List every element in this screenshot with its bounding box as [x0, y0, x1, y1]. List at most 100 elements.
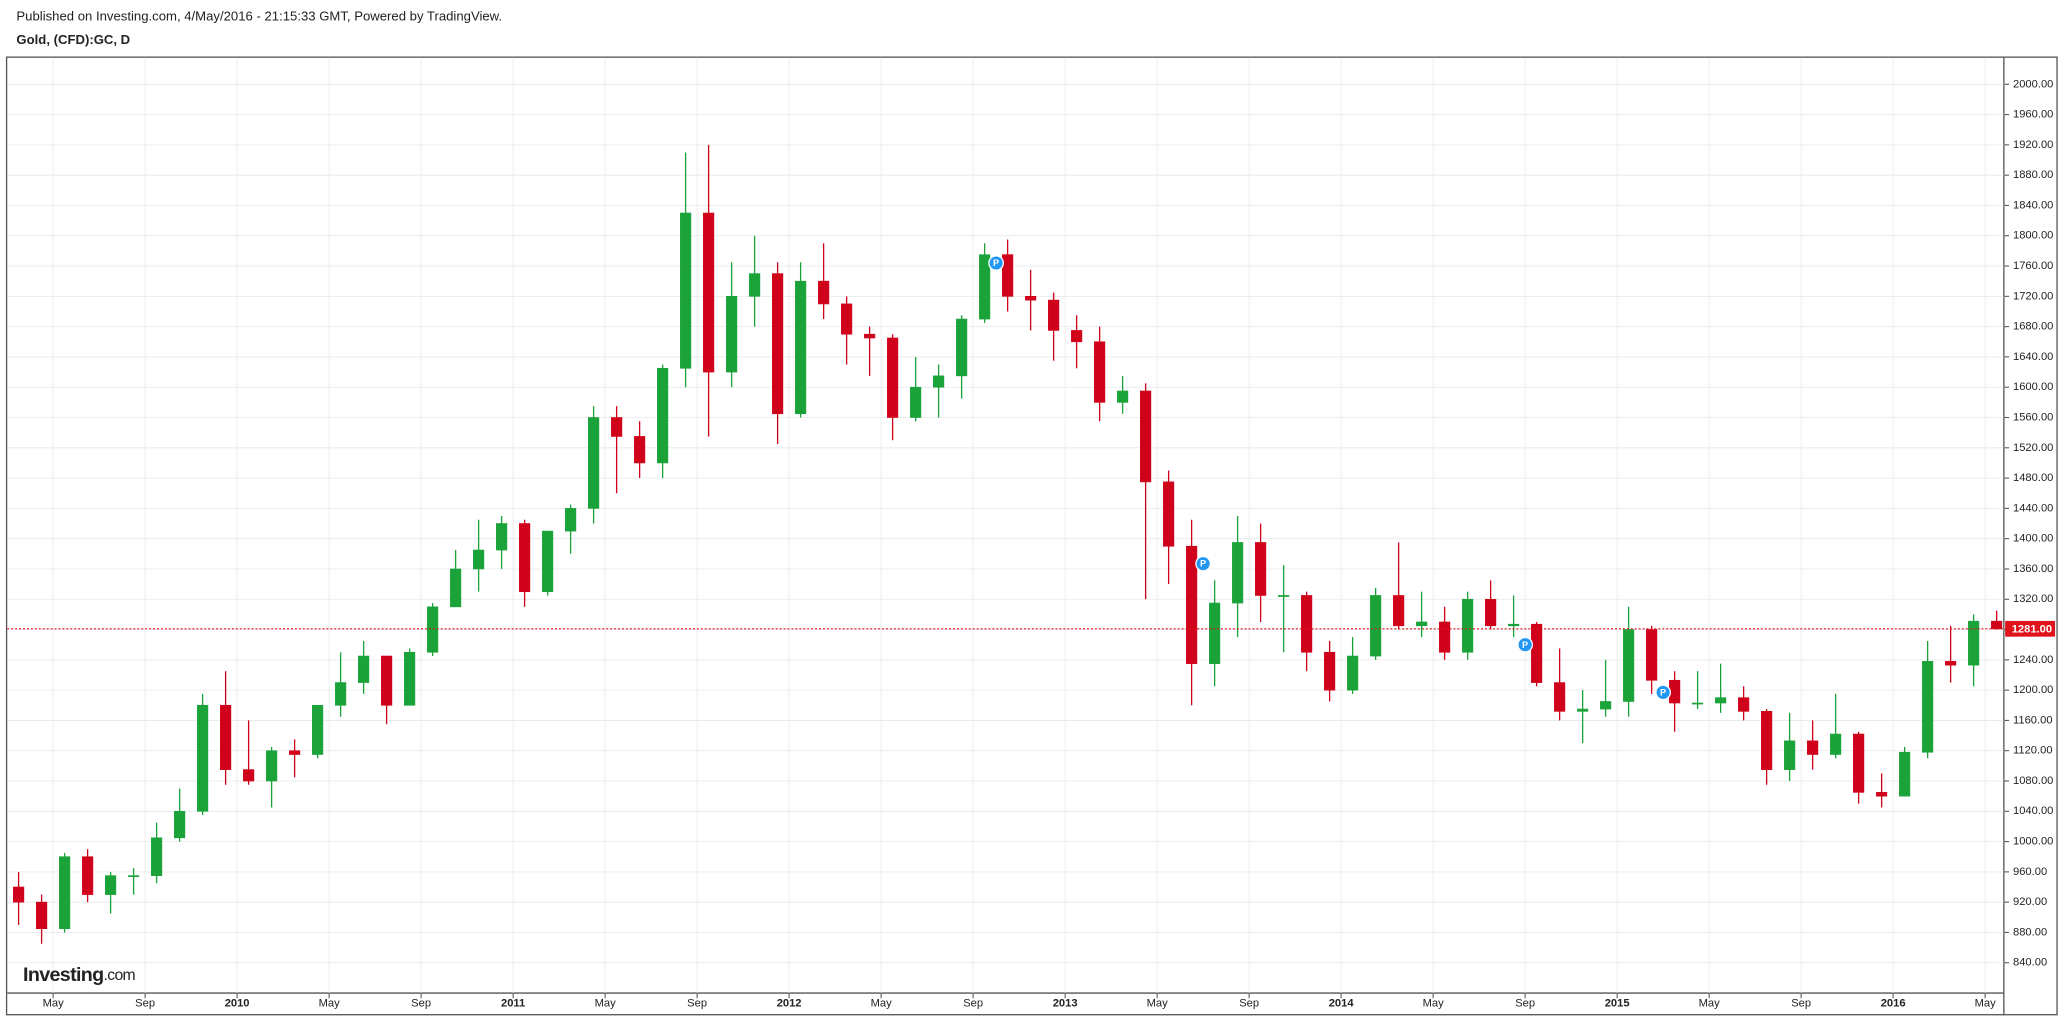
marker-label: P [993, 258, 999, 268]
marker-label: P [1660, 687, 1666, 697]
x-tick-label: Sep [687, 998, 707, 1010]
x-tick-label: Sep [1791, 998, 1811, 1010]
candle-body [128, 875, 140, 878]
y-tick-label: 1960.00 [2013, 109, 2053, 121]
x-tick-label: 2016 [1881, 998, 1906, 1010]
y-tick-label: 1320.00 [2013, 593, 2053, 605]
published-note: Published on Investing.com, 4/May/2016 -… [16, 9, 502, 24]
candle-body [220, 704, 232, 770]
x-tick-label: 2010 [225, 998, 250, 1010]
candle-body [680, 212, 692, 369]
candle-body [1508, 623, 1520, 627]
candle-body [13, 886, 25, 903]
marker-label: P [1522, 640, 1528, 650]
y-tick-label: 1680.00 [2013, 321, 2053, 333]
candle-body [979, 254, 991, 320]
candle-body [726, 296, 738, 373]
candle-body [1531, 623, 1543, 683]
y-tick-label: 1880.00 [2013, 169, 2053, 181]
y-tick-label: 1600.00 [2013, 381, 2053, 393]
candle-body [496, 523, 508, 551]
x-tick-label: 2013 [1053, 998, 1078, 1010]
candle-body [59, 856, 71, 930]
candle-body [1991, 620, 2003, 630]
candle-body [542, 530, 554, 593]
overlay: 1281.00 P P P P [7, 255, 2056, 701]
candle-body [657, 367, 669, 464]
y-tick-label: 1240.00 [2013, 654, 2053, 666]
y-tick-label: 1000.00 [2013, 836, 2053, 848]
y-tick-label: 1400.00 [2013, 533, 2053, 545]
candle-body [1922, 661, 1934, 753]
marker [1655, 684, 1672, 701]
candle-body [1163, 481, 1175, 547]
y-tick-label: 1160.00 [2013, 714, 2053, 726]
candle-body [1830, 733, 1842, 755]
candle-body [36, 901, 48, 930]
y-tick-label: 1080.00 [2013, 775, 2053, 787]
y-tick-label: 1760.00 [2013, 260, 2053, 272]
candle-body [634, 436, 646, 464]
candle-body [197, 704, 209, 812]
candle-body [1968, 620, 1980, 666]
y-tick-label: 1360.00 [2013, 563, 2053, 575]
y-tick-label: 960.00 [2013, 866, 2047, 878]
candle-body [818, 280, 830, 305]
candle-body [841, 303, 853, 335]
candle-body [1393, 595, 1405, 627]
chart-title: Gold, (CFD):GC, D [16, 32, 130, 47]
x-tick-label: 2015 [1605, 998, 1630, 1010]
candle-body [358, 655, 370, 683]
candle-body [864, 333, 876, 339]
candle-body [1439, 621, 1451, 653]
candle-body [1370, 595, 1382, 657]
candle-body [335, 682, 347, 706]
x-tick-label: 2011 [501, 998, 525, 1010]
candle-body [956, 318, 968, 377]
x-tick-label: Sep [1515, 998, 1535, 1010]
candle-body [312, 704, 324, 755]
logo: Investing.com [23, 964, 136, 986]
candle-body [749, 273, 761, 297]
x-tick-label: 2012 [777, 998, 802, 1010]
candle-body [450, 568, 462, 608]
candle-body [1761, 711, 1773, 770]
candle-body [243, 769, 255, 782]
candle-body [1692, 702, 1704, 705]
candle-body [404, 651, 416, 706]
candle-body [887, 337, 899, 418]
candle-body [519, 523, 531, 593]
candle-body [1301, 595, 1313, 653]
candle-body [1117, 390, 1129, 403]
candle-body [933, 375, 945, 388]
last-price-label: 1281.00 [2012, 623, 2052, 635]
candle-body [1715, 697, 1727, 704]
candle-body [1945, 661, 1957, 666]
y-tick-label: 1200.00 [2013, 684, 2053, 696]
x-tick-label: Sep [1239, 998, 1259, 1010]
y-tick-label: 840.00 [2013, 957, 2047, 969]
candle-body [1278, 595, 1290, 597]
candle-body [427, 606, 439, 653]
candle-body [1784, 740, 1796, 770]
x-tick-label: Sep [411, 998, 431, 1010]
candle-body [1324, 651, 1336, 691]
x-tick-label: Sep [963, 998, 983, 1010]
x-tick-label: May [1147, 998, 1168, 1010]
y-tick-label: 1040.00 [2013, 805, 2053, 817]
candle-body [611, 417, 623, 437]
y-tick-label: 1520.00 [2013, 442, 2053, 454]
x-tick-label: May [1423, 998, 1444, 1010]
candle-body [588, 417, 600, 509]
candle-body [381, 655, 393, 706]
y-tick-label: 1720.00 [2013, 290, 2053, 302]
candle-body [772, 273, 784, 415]
candle-body [1255, 542, 1267, 596]
y-tick-label: 1840.00 [2013, 199, 2053, 211]
candle-body [1807, 740, 1819, 755]
x-tick-label: Sep [135, 998, 155, 1010]
candle-body [174, 810, 186, 839]
candle-body [1899, 751, 1911, 797]
frame [5, 56, 2058, 1016]
